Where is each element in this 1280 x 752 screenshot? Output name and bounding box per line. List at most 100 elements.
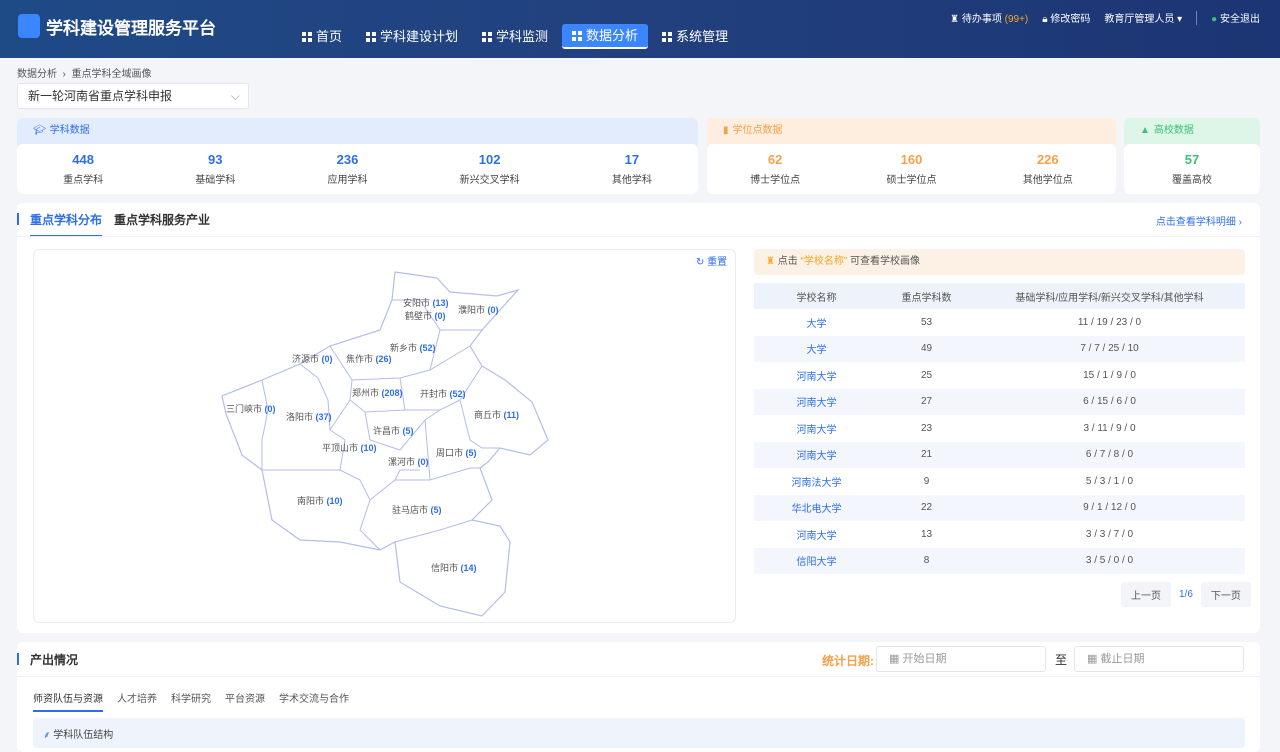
- school-name-link[interactable]: 河南大学: [796, 371, 837, 383]
- tab-exchange[interactable]: 学术交流与合作: [279, 694, 349, 705]
- map-container: [33, 249, 736, 623]
- subject-data-card: 🎓︎ 学科数据 448 重点学科 93 基础学科 236 应用学科 102 新兴交叉学科 …: [17, 118, 698, 194]
- prev-page-button[interactable]: 上一页: [1121, 582, 1171, 607]
- school-name-link[interactable]: 华北电大学: [754, 494, 879, 521]
- graduation-cap-icon: 🎓︎: [33, 125, 46, 136]
- next-page-button[interactable]: 下一页: [1200, 582, 1251, 607]
- page-indicator: 1/6: [1179, 589, 1193, 600]
- school-name-link[interactable]: 河南大学: [754, 388, 879, 415]
- nav-monitor[interactable]: 学科监测: [472, 24, 558, 49]
- calendar-icon: ▦: [889, 653, 900, 665]
- output-title: 产出情况: [30, 653, 79, 667]
- document-icon: [482, 31, 493, 42]
- school-name-link[interactable]: 河南法大学: [791, 477, 842, 489]
- map-label-zhumadian[interactable]: 驻马店市 (5): [392, 505, 442, 515]
- todo-link[interactable]: ♜ 待办事项 (99+): [950, 14, 1029, 25]
- school-name-link[interactable]: 河南大学: [796, 424, 837, 436]
- map-label-zhoukou[interactable]: 周口市 (5): [436, 448, 477, 458]
- user-menu[interactable]: 教育厅管理人员 ▾: [1104, 14, 1183, 25]
- subject-breakdown: 9 / 1 / 12 / 0: [974, 494, 1245, 521]
- column-header: 重点学科数: [879, 283, 974, 309]
- end-date-input[interactable]: ▦ 截止日期: [1074, 646, 1244, 672]
- chevron-down-icon: ⌵: [230, 89, 240, 103]
- logout-link[interactable]: ● 安全退出: [1211, 14, 1260, 25]
- map-label-pingdingshan[interactable]: 平顶山市 (10): [322, 443, 377, 453]
- key-subject-count: 53: [920, 316, 933, 328]
- school-name-link[interactable]: 河南大学: [796, 530, 837, 542]
- border: [359, 499, 381, 551]
- subject-breakdown: 6 / 7 / 8 / 0: [974, 441, 1245, 468]
- border: [329, 345, 353, 431]
- school-name-link[interactable]: 大学: [806, 318, 827, 330]
- tab-platform[interactable]: 平台资源: [225, 694, 265, 705]
- stat: 226 其他学位点: [1022, 152, 1073, 186]
- grid-icon: [302, 31, 312, 42]
- map-label-jiyuan[interactable]: 济源市 (0): [292, 354, 333, 364]
- map-label-puyang[interactable]: 濮阳市 (0): [458, 305, 499, 315]
- stat: 17 其他学科: [611, 152, 652, 186]
- map-label-zhengzhou[interactable]: 郑州市 (208): [352, 388, 403, 398]
- reset-button[interactable]: ↻ 重置: [696, 257, 728, 268]
- column-header: 学校名称: [754, 283, 879, 309]
- border: [364, 409, 441, 451]
- stat: 93 基础学科: [195, 152, 236, 186]
- map-label-luoyang[interactable]: 洛阳市 (37): [286, 412, 332, 422]
- map-label-xinxiang[interactable]: 新乡市 (52): [390, 343, 436, 353]
- map-label-kaifeng[interactable]: 开封市 (52): [420, 389, 466, 399]
- map-label-anyang[interactable]: 安阳市 (13): [403, 298, 449, 308]
- nav-plan[interactable]: 学科建设计划: [356, 24, 468, 49]
- stat: 57 覆盖高校: [1172, 152, 1212, 186]
- tab-faculty[interactable]: 师资队伍与资源: [33, 690, 103, 712]
- nav-home[interactable]: 首页: [292, 24, 352, 49]
- school-name-link[interactable]: 河南大学: [754, 441, 879, 468]
- project-select[interactable]: 新一轮河南省重点学科申报 ⌵: [17, 83, 249, 109]
- province-outline: [221, 271, 549, 617]
- school-name-link[interactable]: 大学: [754, 335, 879, 362]
- map-label-nanyang[interactable]: 南阳市 (10): [297, 496, 343, 506]
- divider: [1196, 10, 1198, 25]
- school-name-link[interactable]: 信阳大学: [754, 547, 879, 574]
- subject-breakdown: 7 / 7 / 25 / 10: [974, 335, 1245, 362]
- breadcrumb-item[interactable]: 数据分析: [17, 69, 57, 80]
- view-detail-link[interactable]: 点击查看学科明细 ›: [1155, 217, 1242, 228]
- bell-icon: ♜: [950, 14, 960, 25]
- app-title: 学科建设管理服务平台: [46, 19, 216, 38]
- building-icon: ▲: [1140, 125, 1150, 136]
- change-password-link[interactable]: 🔒︎ 修改密码: [1042, 14, 1091, 25]
- map-label-sanmenxia[interactable]: 三门峡市 (0): [226, 404, 276, 414]
- tab-talent[interactable]: 人才培养: [117, 694, 157, 705]
- key-subject-count: 23: [920, 422, 933, 434]
- team-structure-section: ⸙ 学科队伍结构: [33, 718, 1245, 748]
- logout-icon: ●: [1211, 14, 1218, 25]
- key-subject-count: 8: [879, 547, 974, 574]
- divider: [17, 236, 1260, 237]
- map-label-hebi[interactable]: 鹤壁市 (0): [405, 311, 446, 321]
- map-label-xuchang[interactable]: 许昌市 (5): [373, 426, 414, 436]
- map-label-shangqiu[interactable]: 商丘市 (11): [474, 410, 520, 420]
- tab-research[interactable]: 科学研究: [171, 694, 211, 705]
- map-label-xinyang[interactable]: 信阳市 (14): [431, 563, 477, 573]
- start-date-input[interactable]: ▦ 开始日期: [876, 646, 1046, 672]
- border: [394, 519, 473, 543]
- divider: [17, 676, 1260, 677]
- table-row: 河南大学 27 6 / 15 / 6 / 0: [754, 388, 1245, 415]
- nav-analysis[interactable]: 数据分析: [562, 24, 649, 49]
- map-label-jiaozuo[interactable]: 焦作市 (26): [346, 354, 392, 364]
- to-label: 至: [1055, 653, 1068, 667]
- subject-breakdown: 5 / 3 / 1 / 0: [1085, 475, 1134, 487]
- bell-icon: ♜: [766, 256, 775, 267]
- border: [459, 399, 500, 449]
- refresh-icon: ↻: [696, 257, 705, 268]
- stat: 62 博士学位点: [750, 152, 801, 186]
- table-row: 华北电大学 22 9 / 1 / 12 / 0: [754, 494, 1245, 521]
- key-subject-count: 25: [920, 369, 933, 381]
- pagination: 上一页 1/6 下一页: [1121, 582, 1251, 607]
- table-row: 信阳大学 8 3 / 5 / 0 / 0: [754, 547, 1245, 574]
- map-label-luohe[interactable]: 漯河市 (0): [388, 457, 429, 467]
- tab-industry[interactable]: 重点学科服务产业: [114, 213, 211, 227]
- key-subject-count: 21: [879, 441, 974, 468]
- nav-system[interactable]: 系统管理: [652, 24, 738, 49]
- border: [394, 469, 420, 481]
- breadcrumb: 数据分析 › 重点学科全域画像: [17, 69, 152, 80]
